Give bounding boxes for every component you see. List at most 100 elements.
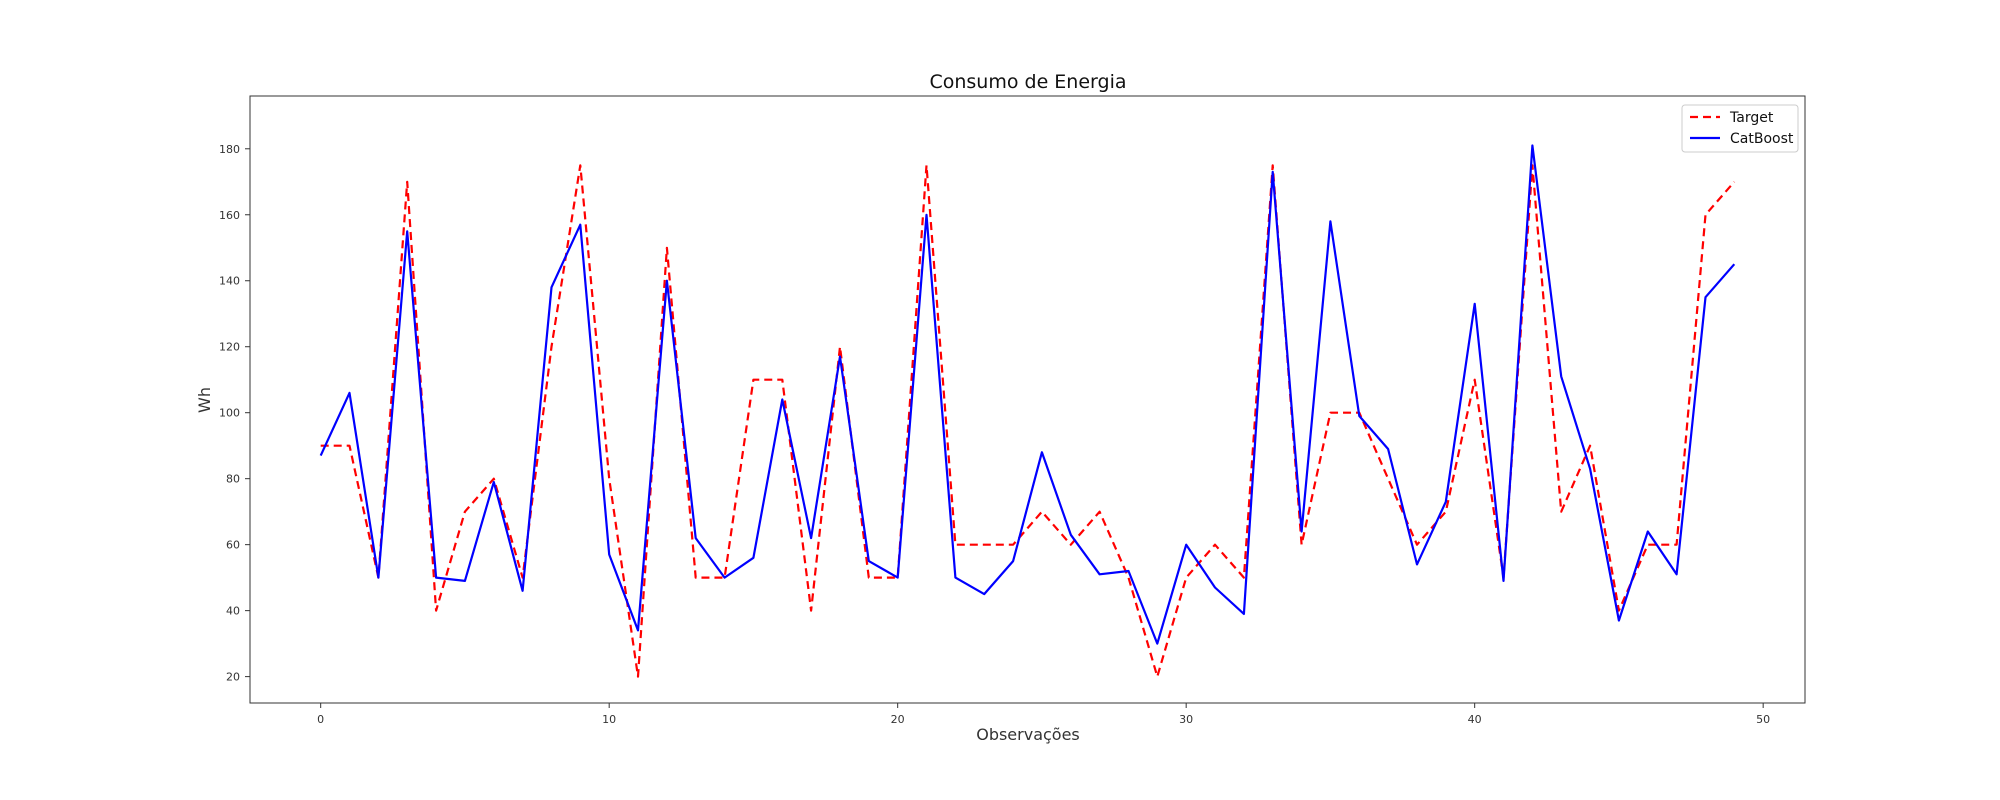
x-axis: 0 10 20 30 40 50 [317,703,1770,726]
data-point-target [1098,510,1102,514]
data-point-catboost [549,285,553,289]
data-point-target [925,163,929,167]
data-point-target [1300,543,1304,547]
x-axis-title: Observações [976,725,1080,744]
data-point-target [1040,510,1044,514]
data-point-catboost [1011,559,1015,563]
data-point-catboost [838,355,842,359]
data-point-target [1675,543,1679,547]
data-point-catboost [1098,572,1102,576]
x-tick-label: 20 [891,713,905,726]
data-point-catboost [1646,529,1650,533]
data-point-target [694,576,698,580]
data-point-catboost [1732,262,1736,266]
data-point-target [867,576,871,580]
data-point-catboost [1155,642,1159,646]
data-point-catboost [1415,562,1419,566]
data-point-target [780,378,784,382]
data-point-catboost [1502,579,1506,583]
y-tick-label: 60 [226,539,240,552]
data-point-catboost [809,536,813,540]
data-point-target [982,543,986,547]
y-tick-label: 100 [219,407,240,420]
data-point-target [1271,163,1275,167]
data-point-catboost [1271,170,1275,174]
data-point-target [1069,543,1073,547]
data-point-catboost [1386,447,1390,451]
x-tick-label: 30 [1179,713,1193,726]
data-point-target [751,378,755,382]
data-point-catboost [953,576,957,580]
data-point-target [1646,543,1650,547]
data-point-catboost [1040,450,1044,454]
data-point-target [1703,213,1707,217]
x-tick-label: 10 [602,713,616,726]
data-point-target [636,675,640,679]
data-point-target [1473,378,1477,382]
y-tick-label: 40 [226,605,240,618]
data-point-catboost [636,628,640,632]
data-point-catboost [1126,569,1130,573]
data-point-target [1011,543,1015,547]
data-point-catboost [1588,467,1592,471]
data-point-catboost [376,576,380,580]
series-layer [319,144,1736,678]
data-point-catboost [1213,586,1217,590]
data-point-target [1213,543,1217,547]
data-point-target [1732,180,1736,184]
data-point-catboost [1559,374,1563,378]
data-point-catboost [1530,143,1534,147]
data-point-catboost [463,579,467,583]
chart-title: Consumo de Energia [929,71,1126,93]
data-point-catboost [1069,533,1073,537]
legend: Target CatBoost [1681,104,1799,153]
data-point-catboost [694,536,698,540]
data-point-target [463,510,467,514]
y-tick-label: 180 [219,143,240,156]
data-point-target [348,444,352,448]
data-point-catboost [1703,295,1707,299]
data-point-target [1415,543,1419,547]
data-point-catboost [319,454,323,458]
series-line-target [320,164,1736,678]
data-point-catboost [1300,529,1304,533]
data-point-target [1588,444,1592,448]
data-point-catboost [1473,302,1477,306]
data-point-catboost [925,213,929,217]
series-line-catboost [319,144,1736,645]
data-point-catboost [867,559,871,563]
data-point-catboost [896,576,900,580]
data-point-target [1242,576,1246,580]
data-point-target [405,180,409,184]
data-point-catboost [521,589,525,593]
data-point-target [1444,510,1448,514]
y-tick-label: 20 [226,671,240,684]
data-point-target [1126,576,1130,580]
data-point-catboost [723,576,727,580]
data-point-target [953,543,957,547]
data-point-catboost [751,556,755,560]
data-point-catboost [982,592,986,596]
data-point-catboost [1675,572,1679,576]
data-point-target [1155,675,1159,679]
y-axis: 20 40 60 80 100 120 140 160 180 [219,143,250,684]
data-point-catboost [607,553,611,557]
data-point-target [607,477,611,481]
y-tick-label: 80 [226,473,240,486]
data-point-catboost [1357,414,1361,418]
data-point-catboost [1242,612,1246,616]
data-point-catboost [492,480,496,484]
data-point-catboost [405,229,409,233]
data-point-catboost [665,279,669,283]
y-tick-label: 160 [219,209,240,222]
data-point-target [1559,510,1563,514]
data-point-target [838,345,842,349]
data-point-target [1530,163,1534,167]
data-point-catboost [1617,619,1621,623]
data-point-catboost [348,391,352,395]
y-tick-label: 120 [219,341,240,354]
legend-label-catboost: CatBoost [1730,131,1794,147]
data-point-catboost [1184,543,1188,547]
y-tick-label: 140 [219,275,240,288]
